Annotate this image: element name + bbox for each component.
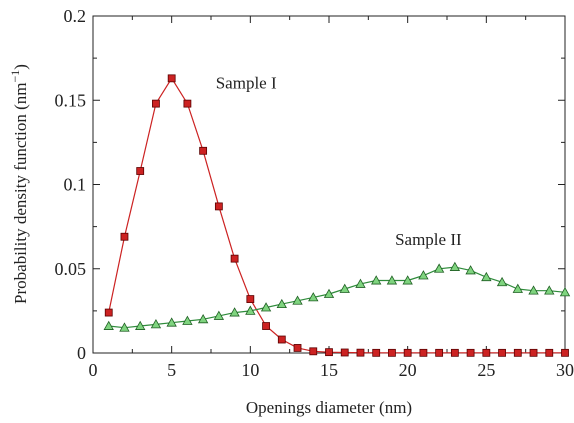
- y-tick-label: 0.05: [55, 259, 87, 279]
- y-axis-title-main: Probability density function (nm: [11, 83, 30, 304]
- data-point: [465, 265, 476, 275]
- data-point: [325, 348, 333, 357]
- data-point: [561, 348, 569, 357]
- series-annotation: Sample I: [216, 73, 277, 92]
- data-point: [135, 320, 146, 330]
- data-point: [292, 295, 303, 305]
- data-point: [308, 292, 319, 302]
- x-tick-label: 5: [167, 360, 176, 380]
- y-axis-title: Probability density function (nm−1): [8, 64, 30, 304]
- data-point: [213, 310, 225, 320]
- data-point: [340, 348, 349, 357]
- data-point: [182, 315, 193, 325]
- data-point: [355, 278, 366, 288]
- data-point: [245, 305, 256, 315]
- data-point: [229, 307, 240, 317]
- data-point: [199, 146, 208, 155]
- y-axis-title-sup: −1: [8, 70, 22, 83]
- x-tick-label: 30: [556, 360, 574, 380]
- data-point: [120, 232, 129, 241]
- data-point: [214, 202, 223, 211]
- data-point: [496, 276, 508, 287]
- data-point: [481, 271, 492, 282]
- data-point: [529, 348, 538, 357]
- x-tick-label: 0: [89, 360, 98, 380]
- data-point: [356, 348, 365, 357]
- series-layer: [103, 74, 571, 357]
- annotation-layer: Sample I Sample II: [216, 73, 462, 249]
- y-tick-label: 0.15: [55, 90, 87, 110]
- x-tick-label: 20: [399, 360, 417, 380]
- data-point: [277, 335, 286, 344]
- data-point: [450, 348, 459, 357]
- series-line: [108, 77, 565, 354]
- data-point: [309, 347, 318, 356]
- data-point: [559, 287, 571, 297]
- x-axis-title: Openings diameter (nm): [246, 398, 412, 417]
- data-point: [262, 322, 270, 330]
- data-point: [449, 261, 461, 271]
- data-point: [104, 308, 113, 317]
- data-point: [276, 298, 287, 309]
- data-point: [372, 348, 381, 357]
- series-annotation: Sample II: [395, 230, 462, 249]
- data-point: [466, 348, 475, 357]
- y-tick-label: 0.2: [64, 6, 87, 26]
- data-point: [260, 302, 272, 312]
- data-point: [512, 283, 523, 293]
- data-point: [402, 275, 413, 285]
- data-point: [339, 283, 350, 293]
- data-point: [323, 288, 335, 298]
- data-point: [103, 320, 114, 330]
- data-point: [230, 254, 239, 263]
- data-point: [167, 74, 176, 83]
- data-point: [403, 348, 412, 357]
- x-tick-label: 15: [320, 360, 338, 380]
- series-sample-ii: [103, 261, 571, 332]
- data-point: [136, 167, 145, 175]
- data-point: [482, 348, 491, 357]
- data-point: [433, 263, 445, 273]
- data-point: [386, 275, 398, 285]
- data-point: [119, 322, 130, 332]
- data-point: [418, 270, 429, 280]
- x-tick-label: 25: [477, 360, 495, 380]
- data-point: [152, 99, 160, 108]
- x-tick-label: 10: [241, 360, 259, 380]
- data-point: [545, 348, 554, 357]
- plot-frame: [92, 15, 566, 354]
- data-point: [371, 275, 382, 285]
- data-point: [513, 348, 522, 357]
- data-point: [183, 99, 192, 108]
- y-tick-label: 0: [77, 343, 86, 363]
- axis-ticks: 0 5 10 15 20 25 30 0 0.05 0.1 0.15 0.2: [55, 6, 574, 380]
- series-sample-i: [104, 74, 569, 357]
- data-point: [197, 313, 209, 324]
- data-point: [435, 348, 444, 357]
- data-point: [166, 317, 177, 327]
- data-point: [544, 285, 555, 295]
- data-point: [150, 319, 162, 329]
- series-line: [108, 266, 566, 329]
- y-tick-label: 0.1: [64, 175, 87, 195]
- y-axis-title-tail: ): [11, 64, 30, 70]
- data-point: [528, 285, 539, 295]
- data-point: [419, 348, 428, 357]
- data-point: [246, 295, 255, 303]
- data-point: [388, 348, 396, 357]
- data-point: [293, 344, 302, 352]
- data-point: [498, 348, 506, 357]
